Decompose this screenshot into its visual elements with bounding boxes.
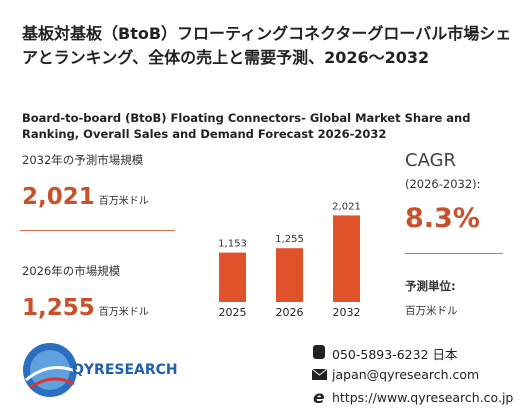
unit-value: 百万米ドル — [405, 305, 458, 317]
website: https://www.qyresearch.co.jp — [332, 390, 514, 405]
divider — [405, 253, 503, 254]
title: 基板対基板（BtoB）フローティングコネクターグローバル市場シェアとランキング、… — [22, 24, 512, 67]
phone: 050-5893-6232 日本 — [332, 347, 458, 362]
subtitle: Board-to-board (BtoB) Floating Connector… — [22, 111, 471, 141]
divider — [20, 230, 175, 231]
email: japan@qyresearch.com — [332, 367, 480, 382]
cagr-value: 8.3% — [405, 203, 480, 234]
svg-text:e: e — [313, 388, 325, 408]
bar — [333, 215, 360, 302]
unit-label: 予測単位: — [405, 279, 456, 293]
current-value: 1,255 — [22, 295, 95, 321]
current-label: 2026年の市場規模 — [22, 264, 121, 278]
value-label: 1,255 — [275, 234, 304, 245]
bar — [219, 252, 246, 302]
bar — [276, 248, 303, 302]
value-label: 1,153 — [218, 239, 247, 250]
mail-icon — [311, 368, 328, 380]
x-tick-label: 2026 — [276, 306, 304, 319]
forecast-block: 2,021 百万米ドル — [22, 184, 149, 210]
cagr-label: CAGR — [405, 150, 457, 171]
forecast-unit: 百万米ドル — [98, 196, 149, 207]
web-icon: e — [313, 388, 325, 408]
x-tick-label: 2025 — [219, 306, 247, 319]
logo-text: QYRESEARCH — [72, 362, 178, 378]
phone-icon — [313, 345, 325, 359]
current-unit: 百万米ドル — [98, 307, 149, 318]
value-label: 2,021 — [332, 201, 361, 212]
current-block: 1,255 百万米ドル — [22, 295, 149, 321]
forecast-label: 2032年の予測市場規模 — [22, 153, 144, 167]
forecast-value: 2,021 — [22, 184, 95, 210]
logo-icon — [23, 343, 79, 397]
x-tick-label: 2032 — [333, 306, 361, 319]
cagr-period: (2026-2032): — [405, 177, 481, 191]
